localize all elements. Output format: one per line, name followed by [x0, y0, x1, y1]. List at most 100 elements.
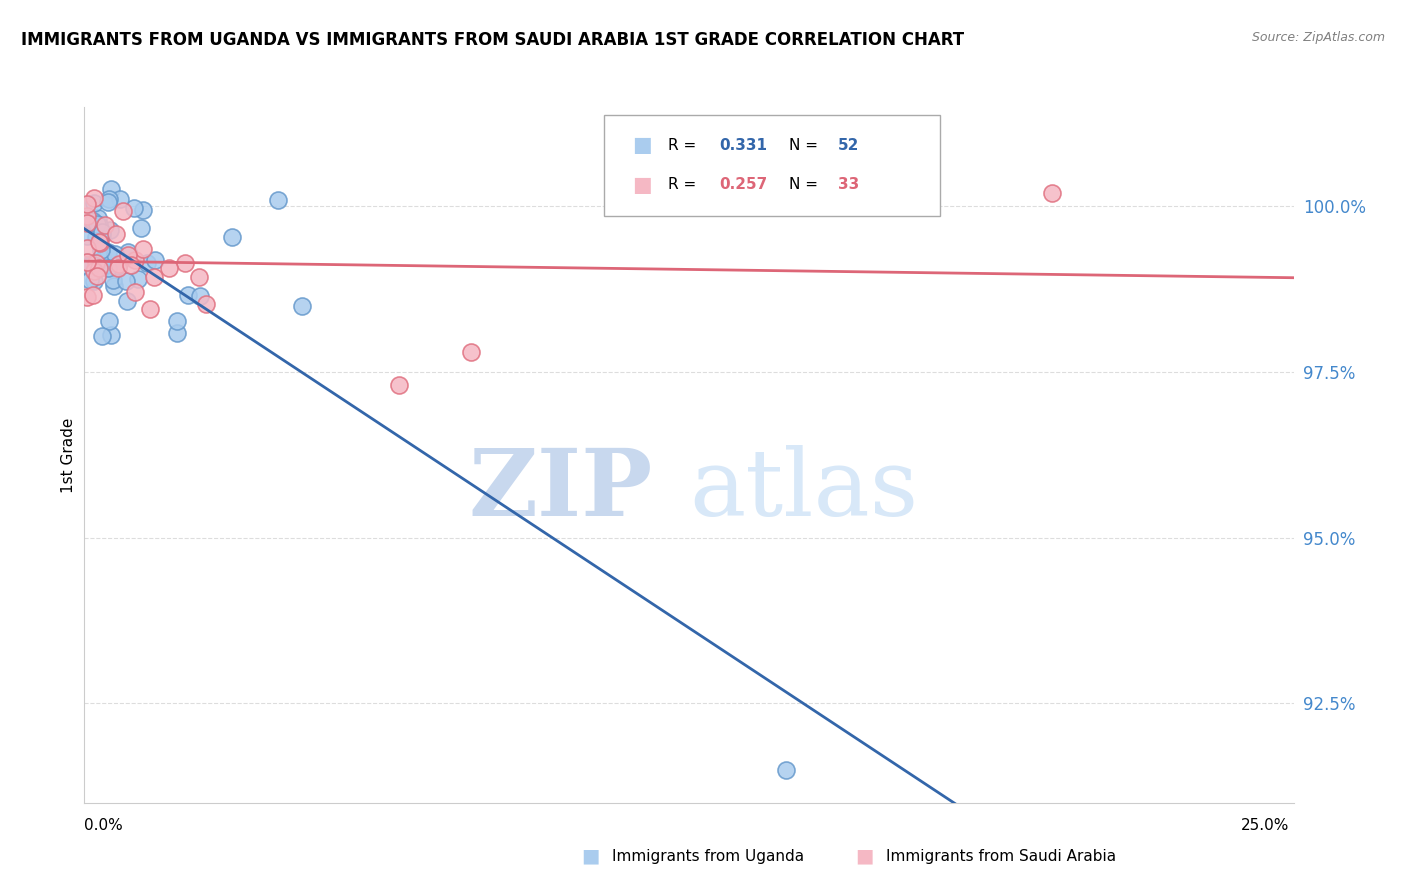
Point [76, 254, 98, 268]
Point [82, 287, 104, 301]
Point [195, 297, 218, 311]
Text: 0.0%: 0.0% [84, 818, 124, 832]
Text: Immigrants from Uganda: Immigrants from Uganda [612, 849, 804, 863]
Point [117, 245, 139, 260]
Point [86, 230, 108, 244]
FancyBboxPatch shape [605, 115, 941, 216]
Point [132, 242, 155, 256]
Point [79, 273, 101, 287]
Point [76, 211, 98, 225]
Point [100, 222, 122, 236]
Point [76, 241, 98, 255]
Point [115, 293, 138, 308]
Point [187, 270, 209, 285]
Point [166, 313, 188, 327]
Point [103, 279, 125, 293]
Text: 25.0%: 25.0% [1241, 818, 1289, 832]
Point [108, 257, 131, 271]
Point [86, 217, 108, 231]
Point [98, 192, 121, 206]
Point [87, 219, 110, 233]
Point [190, 289, 212, 303]
Point [166, 326, 188, 340]
Point [86, 255, 108, 269]
Point [76, 259, 98, 273]
Point [143, 270, 166, 285]
Point [267, 193, 290, 207]
Point [76, 229, 98, 244]
Text: 52: 52 [838, 137, 859, 153]
Point [76, 255, 98, 269]
Point [174, 256, 197, 270]
Text: ZIP: ZIP [468, 445, 652, 534]
Point [105, 227, 128, 241]
Point [221, 230, 243, 244]
Point [91, 252, 114, 266]
Text: ■: ■ [581, 847, 600, 866]
Point [117, 248, 139, 262]
Point [122, 201, 145, 215]
Point [108, 192, 131, 206]
Point [114, 274, 136, 288]
Point [83, 195, 105, 210]
Point [83, 191, 105, 205]
Point [124, 285, 146, 299]
Point [86, 211, 108, 226]
Y-axis label: 1st Grade: 1st Grade [60, 417, 76, 492]
Point [775, 763, 797, 777]
Point [120, 258, 142, 272]
Point [91, 225, 114, 239]
Point [87, 260, 110, 275]
Point [91, 329, 114, 343]
Point [104, 246, 127, 260]
Point [132, 203, 155, 218]
Text: ■: ■ [633, 175, 652, 195]
Point [97, 245, 120, 260]
Point [177, 288, 200, 302]
Point [97, 314, 120, 328]
Text: R =: R = [668, 137, 702, 153]
Point [76, 197, 98, 211]
Point [291, 299, 314, 313]
Point [460, 345, 482, 359]
Point [1040, 186, 1063, 201]
Text: N =: N = [789, 178, 823, 193]
Point [86, 268, 108, 283]
Point [83, 264, 105, 278]
Text: 0.331: 0.331 [720, 137, 768, 153]
Point [91, 228, 114, 243]
Text: R =: R = [668, 178, 702, 193]
Text: Immigrants from Saudi Arabia: Immigrants from Saudi Arabia [886, 849, 1116, 863]
Point [143, 253, 166, 268]
Point [96, 259, 118, 273]
Point [111, 203, 134, 218]
Text: atlas: atlas [689, 445, 918, 534]
Point [139, 302, 162, 317]
Point [89, 235, 111, 250]
Point [90, 244, 112, 258]
Point [89, 235, 111, 250]
Point [100, 182, 122, 196]
Point [97, 194, 120, 209]
Point [76, 216, 98, 230]
Point [107, 261, 129, 276]
Text: Source: ZipAtlas.com: Source: ZipAtlas.com [1251, 31, 1385, 45]
Point [83, 274, 105, 288]
Point [76, 209, 98, 223]
Point [124, 252, 146, 267]
Text: ■: ■ [633, 136, 652, 155]
Text: IMMIGRANTS FROM UGANDA VS IMMIGRANTS FROM SAUDI ARABIA 1ST GRADE CORRELATION CHA: IMMIGRANTS FROM UGANDA VS IMMIGRANTS FRO… [21, 31, 965, 49]
Point [82, 214, 104, 228]
Text: ■: ■ [855, 847, 875, 866]
Text: 33: 33 [838, 178, 859, 193]
Text: N =: N = [789, 137, 823, 153]
Point [100, 327, 122, 342]
Point [388, 378, 411, 392]
Point [76, 290, 98, 304]
Point [136, 256, 159, 270]
Point [94, 219, 117, 233]
Point [127, 271, 149, 285]
Point [129, 221, 152, 235]
Text: 0.257: 0.257 [720, 178, 768, 193]
Point [97, 260, 120, 275]
